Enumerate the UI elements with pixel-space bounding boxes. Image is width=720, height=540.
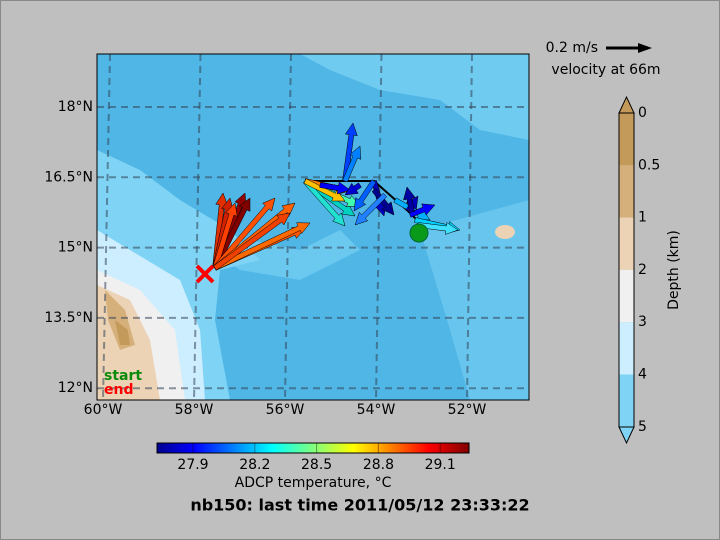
temp-tick-label: 28.8 xyxy=(363,457,394,473)
lon-label: 56°W xyxy=(266,402,305,418)
start-marker xyxy=(409,223,429,243)
velocity-arrow xyxy=(212,202,238,270)
velocity-arrow xyxy=(319,181,351,195)
velocity-arrow xyxy=(303,178,346,202)
velocity-arrow xyxy=(353,179,377,212)
lat-label: 16.5°N xyxy=(44,169,93,185)
lon-label: 52°W xyxy=(448,402,487,418)
velocity-arrow xyxy=(417,222,459,235)
depth-band xyxy=(619,165,634,218)
depth-band xyxy=(619,269,634,323)
lon-line xyxy=(466,53,473,401)
depth-band xyxy=(619,217,634,270)
lat-label: 18°N xyxy=(58,99,93,115)
depth-band xyxy=(619,113,634,166)
lon-line xyxy=(375,53,383,401)
depth-tick-label: 5 xyxy=(638,419,647,435)
temp-tick-label: 27.9 xyxy=(177,457,208,473)
velocity-arrow xyxy=(212,197,276,270)
map-background xyxy=(97,54,529,400)
legend-start: start xyxy=(104,368,142,384)
depth-band xyxy=(619,374,634,427)
depth-tick-label: 3 xyxy=(638,314,647,330)
depth-tick-label: 4 xyxy=(638,367,647,383)
temp-tick-label: 28.5 xyxy=(301,457,332,473)
depth-tick-label: 1 xyxy=(638,210,647,226)
velocity-arrow xyxy=(371,188,395,216)
scale-caption: velocity at 66m xyxy=(551,62,660,78)
velocity-arrow xyxy=(213,212,291,271)
temp-tick-label: 29.1 xyxy=(425,457,456,473)
temperature-label: ADCP temperature, °C xyxy=(235,475,392,491)
velocity-arrow xyxy=(354,192,388,226)
lon-line xyxy=(193,53,202,401)
lat-label: 12°N xyxy=(58,380,93,396)
depth-border xyxy=(618,112,635,428)
title: nb150: last time 2011/05/12 23:33:22 xyxy=(190,496,529,515)
lat-label: 15°N xyxy=(58,240,93,256)
velocity-vectors xyxy=(212,122,461,271)
temp-tick-label: 28.2 xyxy=(239,457,270,473)
velocity-arrow xyxy=(342,122,358,182)
end-marker xyxy=(195,264,215,284)
depth-label: Depth (km) xyxy=(666,230,682,310)
legend-end: end xyxy=(104,382,133,398)
lat-label: 13.5°N xyxy=(44,310,93,326)
depth-tick-label: 0 xyxy=(638,105,647,121)
depth-colorbar: 0 0.5 1 2 3 4 5 xyxy=(618,95,660,445)
depth-tick-label: 2 xyxy=(638,262,647,278)
temperature-colorbar xyxy=(156,442,470,454)
temperature-ticks: 27.9 28.2 28.5 28.8 29.1 xyxy=(177,443,456,473)
lon-line xyxy=(284,53,292,401)
lon-line xyxy=(102,53,111,401)
graticule xyxy=(97,53,529,401)
lon-label: 58°W xyxy=(175,402,214,418)
map-border xyxy=(96,53,530,401)
scale-label: 0.2 m/s xyxy=(546,40,598,56)
velocity-arrow xyxy=(403,186,416,213)
velocity-arrow xyxy=(342,145,362,183)
depth-band xyxy=(619,322,634,375)
velocity-arrow xyxy=(344,182,362,196)
scale-arrow xyxy=(606,43,652,53)
depth-tick-label: 0.5 xyxy=(638,157,660,173)
lon-label: 60°W xyxy=(84,402,123,418)
lon-label: 54°W xyxy=(357,402,396,418)
